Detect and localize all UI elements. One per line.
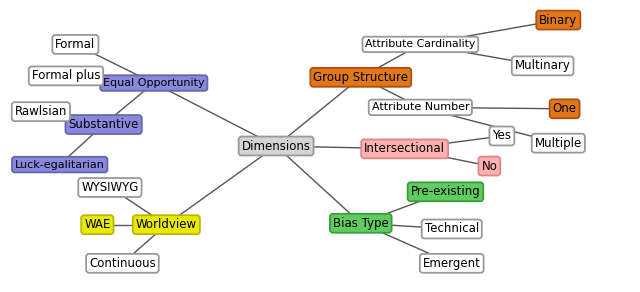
Text: One: One [552, 102, 577, 115]
Text: Binary: Binary [540, 14, 577, 27]
Text: Yes: Yes [492, 129, 511, 142]
Text: Intersectional: Intersectional [364, 142, 445, 155]
Text: Formal: Formal [55, 38, 95, 51]
Text: Dimensions: Dimensions [241, 140, 310, 152]
Text: Rawlsian: Rawlsian [15, 105, 67, 118]
Text: WYSIWYG: WYSIWYG [81, 181, 139, 194]
Text: WAE: WAE [84, 218, 111, 231]
Text: Attribute Cardinality: Attribute Cardinality [365, 39, 476, 49]
Text: No: No [481, 159, 497, 173]
Text: Emergent: Emergent [423, 257, 481, 270]
Text: Bias Type: Bias Type [333, 217, 388, 230]
Text: Attribute Number: Attribute Number [372, 102, 469, 112]
Text: Continuous: Continuous [89, 257, 156, 270]
Text: Multiple: Multiple [534, 137, 582, 150]
Text: Worldview: Worldview [136, 218, 197, 231]
Text: Substantive: Substantive [68, 118, 139, 131]
Text: Pre-existing: Pre-existing [411, 185, 480, 198]
Text: Equal Opportunity: Equal Opportunity [103, 78, 205, 88]
Text: Formal plus: Formal plus [32, 69, 100, 82]
Text: Multinary: Multinary [515, 59, 571, 72]
Text: Technical: Technical [424, 223, 479, 235]
Text: Luck-egalitarian: Luck-egalitarian [15, 160, 105, 170]
Text: Group Structure: Group Structure [313, 71, 408, 84]
